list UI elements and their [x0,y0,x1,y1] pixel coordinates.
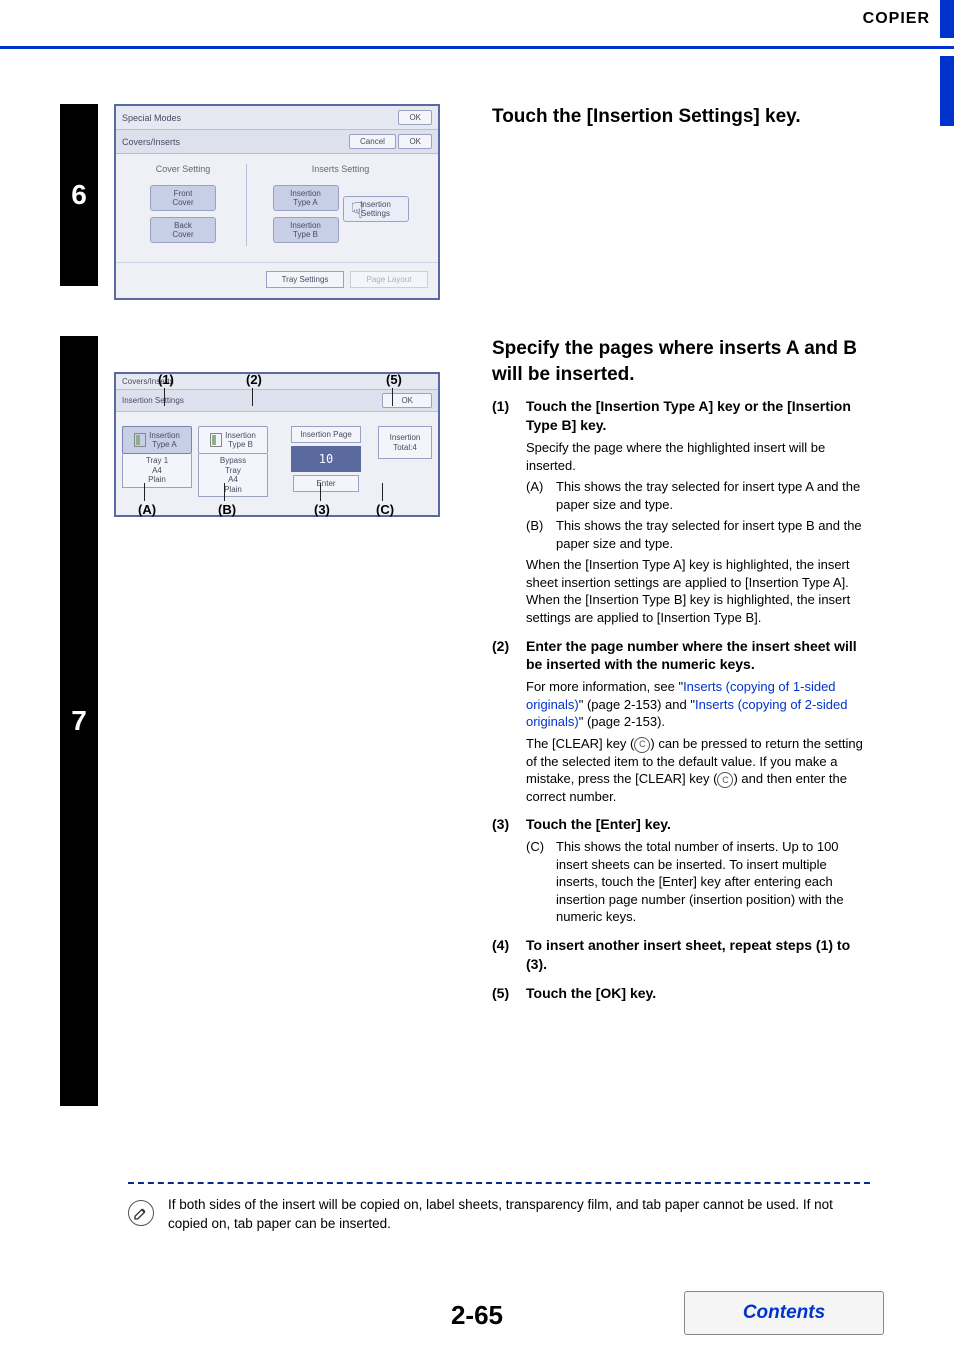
top-accent-tab [940,0,954,38]
insertion-total: Insertion Total:4 [378,426,432,459]
ok-button[interactable]: OK [382,393,432,408]
panel1-subtitle: Covers/Inserts [122,137,180,147]
callout-1: (1) [158,372,174,387]
note-text: If both sides of the insert will be copi… [168,1196,870,1234]
step-6-row: 6 Special Modes OK Covers/Inserts Cancel… [60,104,870,300]
callout-3: (3) [314,502,330,517]
sheet-icon [134,433,146,447]
contents-button[interactable]: Contents [684,1291,884,1335]
substep-5: (5) Touch the [OK] key. [492,984,870,1003]
ok2-button[interactable]: OK [398,134,432,149]
cancel-button[interactable]: Cancel [349,134,396,149]
ok-button[interactable]: OK [398,110,432,125]
cover-setting-header: Cover Setting [122,164,244,174]
type-a-info: Tray 1 A4 Plain [122,454,192,488]
callout-A: (A) [138,502,156,517]
page-layout-button: Page Layout [350,271,428,288]
inserts-setting-header: Inserts Setting [249,164,432,174]
insertion-type-b-key[interactable]: Insertion Type B [198,426,268,454]
insertion-page-label: Insertion Page [291,426,361,443]
insertion-page-value: 10 [291,446,361,472]
step-number-6: 6 [60,104,98,286]
callout-B: (B) [218,502,236,517]
pencil-note-icon [128,1200,154,1226]
callout-5: (5) [386,372,402,387]
step-number-7: 7 [60,336,98,1106]
clear-key-icon: C [717,772,733,788]
enter-key[interactable]: Enter [293,475,358,492]
type-b-info: Bypass Tray A4 Plain [198,454,268,497]
substep-2: (2) Enter the page number where the inse… [492,637,870,806]
back-cover-key[interactable]: Back Cover [150,217,216,243]
side-accent-tab [940,56,954,126]
sheet-icon [210,433,222,447]
insertion-type-a-key[interactable]: Insertion Type A [122,426,192,454]
header-bar: COPIER [863,0,954,38]
note-row: If both sides of the insert will be copi… [128,1196,870,1234]
substep-3: (3) Touch the [Enter] key. (C)This shows… [492,815,870,926]
tray-settings-button[interactable]: Tray Settings [266,271,344,288]
callout-C: (C) [376,502,394,517]
clear-key-icon: C [634,737,650,753]
substep-1: (1) Touch the [Insertion Type A] key or … [492,397,870,626]
dashed-separator [128,1182,870,1184]
substep-4: (4) To insert another insert sheet, repe… [492,936,870,974]
section-title: COPIER [863,10,930,28]
hand-pointer-icon: ☟ [351,198,364,224]
panel1-title: Special Modes [122,113,181,123]
step-7-row: 7 (1) (2) (5) Covers/Inserts Insertion S… [60,336,870,1106]
header-rule [0,46,954,49]
step6-heading: Touch the [Insertion Settings] key. [492,104,870,130]
step6-screenshot: Special Modes OK Covers/Inserts Cancel O… [114,104,440,300]
insertion-type-b-key[interactable]: Insertion Type B [273,217,339,243]
callout-2: (2) [246,372,262,387]
step7-heading: Specify the pages where inserts A and B … [492,336,870,387]
insertion-type-a-key[interactable]: Insertion Type A [273,185,339,211]
panel2-subtitle: Insertion Settings [122,396,184,405]
front-cover-key[interactable]: Front Cover [150,185,216,211]
